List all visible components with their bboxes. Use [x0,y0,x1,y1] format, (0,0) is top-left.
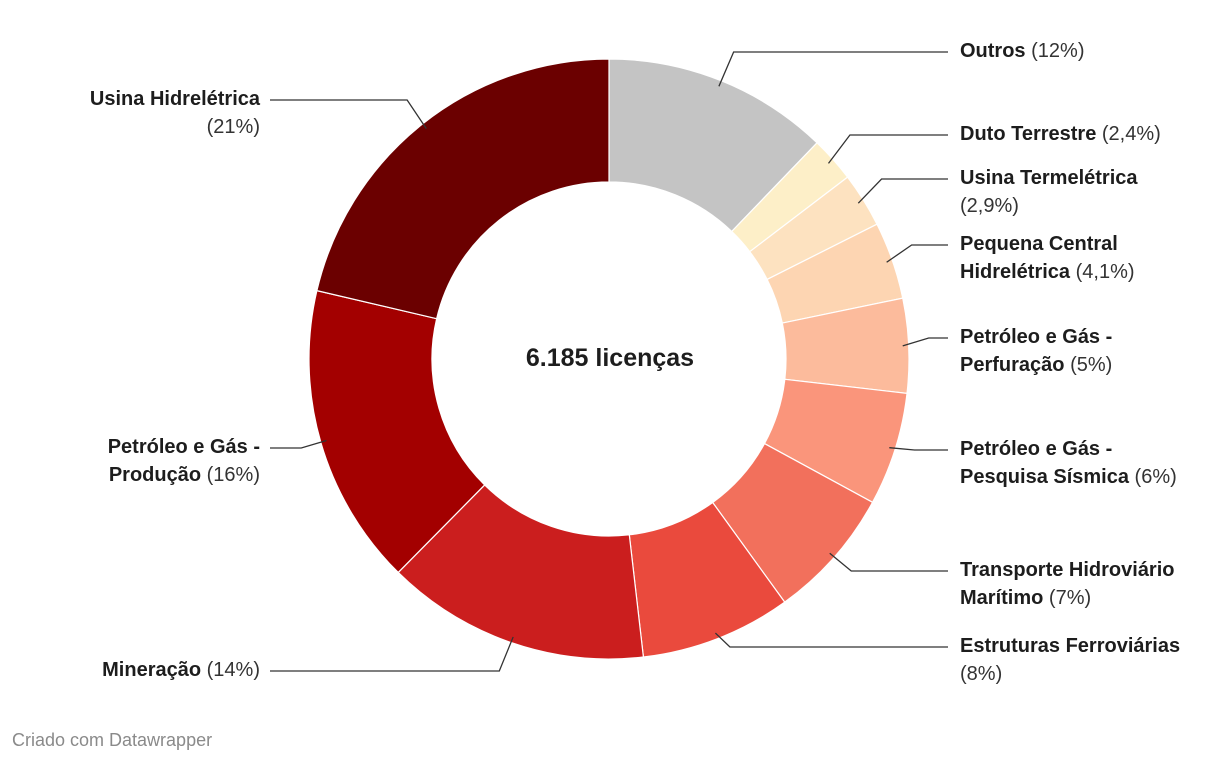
label-outros: Outros (12%) [960,37,1084,65]
leader-line-petroleo-e-gas-perfuracao [902,337,948,347]
slice-percent: (14%) [206,659,260,681]
slice-petroleo-e-gas-producao [308,289,486,574]
slice-name-cont: Perfuração [960,354,1065,376]
leader-line-outros [718,51,948,87]
slice-percent: (2,4%) [1101,123,1161,145]
label-duto-terrestre: Duto Terrestre (2,4%) [960,120,1161,148]
label-mineracao: Mineração (14%) [102,656,260,684]
label-transporte-hidroviario-maritimo: Transporte Hidroviário Marítimo (7%) [960,556,1175,612]
slice-name: Estruturas Ferroviárias [960,635,1181,657]
slice-percent: (7%) [1048,587,1092,609]
label-usina-termeletrica: Usina Termelétrica (2,9%) [960,164,1138,220]
slice-name: Petróleo e Gás - [107,436,260,458]
leader-line-petroleo-e-gas-pesquisa-sismica [889,447,948,451]
slice-percent: (5%) [1070,354,1113,376]
label-petroleo-e-gas-producao: Petróleo e Gás - Produção (16%) [108,433,260,489]
slice-name: Outros [960,40,1026,62]
label-petroleo-e-gas-perfuracao: Petróleo e Gás - Perfuração (5%) [960,323,1112,379]
slice-name: Pequena Central [960,233,1118,255]
leader-line-estruturas-ferroviarias [714,632,948,648]
leader-line-petroleo-e-gas-producao [270,439,327,449]
leader-line-transporte-hidroviario-maritimo [829,552,948,572]
leader-line-pequena-central-hidreletrica [886,244,948,263]
leader-line-duto-terrestre [827,134,948,164]
slice-name: Petróleo e Gás - [960,438,1113,460]
slice-percent: (21%) [206,116,260,138]
slice-name: Duto Terrestre [960,123,1097,145]
slice-name: Usina Termelétrica [960,167,1138,189]
label-estruturas-ferroviarias: Estruturas Ferroviárias (8%) [960,632,1180,688]
slice-name-cont: Produção [108,464,202,486]
slice-name-cont: Marítimo [960,587,1044,609]
slice-percent: (12%) [1031,40,1085,62]
slice-percent: (6%) [1134,466,1177,488]
leader-line-usina-hidreletrica [270,99,427,130]
slice-name: Transporte Hidroviário [960,559,1175,581]
leader-line-mineracao [270,636,514,672]
label-usina-hidreletrica: Usina Hidrelétrica (21%) [90,85,260,141]
slice-name: Usina Hidrelétrica [89,88,260,110]
slice-percent: (8%) [960,663,1003,685]
credit-text: Criado com Datawrapper [12,730,213,750]
slice-percent: (2,9%) [960,195,1019,217]
slice-name: Petróleo e Gás - [960,326,1113,348]
slice-usina-hidreletrica [316,58,610,320]
center-total-label: 6.185 licenças [525,344,695,372]
label-petroleo-e-gas-pesquisa-sismica: Petróleo e Gás - Pesquisa Sísmica (6%) [960,435,1177,491]
leader-line-usina-termeletrica [857,178,948,204]
slice-name-cont: Hidrelétrica [960,261,1071,283]
slice-percent: (4,1%) [1075,261,1135,283]
slice-name-cont: Pesquisa Sísmica [960,466,1129,488]
slice-percent: (16%) [206,464,260,486]
slice-name: Mineração [102,659,202,681]
label-pequena-central-hidreletrica: Pequena Central Hidrelétrica (4,1%) [960,230,1135,286]
